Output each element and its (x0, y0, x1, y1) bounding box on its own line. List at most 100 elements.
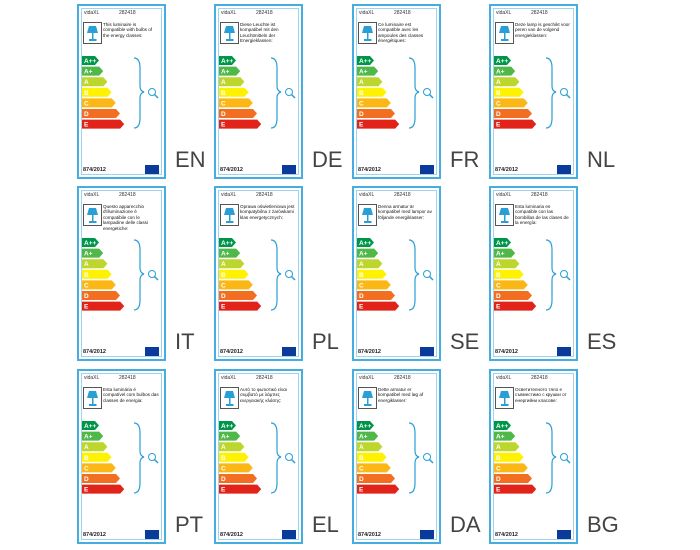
lamp-icon (358, 387, 377, 409)
lamp-icon (358, 22, 377, 44)
compatibility-text: This luminaire is compatible with bulbs … (103, 22, 153, 38)
brace (545, 422, 557, 494)
product-code: 282418 (119, 375, 136, 381)
lamp-stem (504, 215, 506, 221)
brace (133, 239, 145, 311)
bulb (560, 270, 568, 278)
class-arrow (494, 269, 524, 279)
class-arrow (494, 474, 532, 483)
product-code: 282418 (394, 192, 411, 198)
class-arrow (494, 56, 511, 65)
class-arrow (219, 442, 245, 452)
eu-flag (145, 165, 159, 174)
class-arrow (357, 452, 387, 462)
class-arrow (494, 442, 520, 452)
class-label: A (359, 261, 364, 268)
class-label: C (221, 465, 226, 472)
lamp-stem (92, 215, 94, 221)
class-label: E (496, 304, 501, 311)
product-code: 282418 (531, 10, 548, 16)
class-arrow (219, 269, 249, 279)
compatibility-text: Dette armatur er kompatibel med løg af e… (378, 387, 424, 403)
lamp-shade (224, 208, 235, 215)
compatibility-text: Αυτό το φωτιστικό είναι συμβατό με λάμπε… (240, 387, 287, 403)
lamp-base (89, 221, 97, 223)
class-label: B (221, 90, 226, 97)
regulation: 874/2012 (83, 349, 106, 355)
language-code: NL (587, 147, 616, 172)
class-arrow (494, 238, 511, 247)
class-arrow (357, 421, 374, 430)
brand: vidaXL (496, 192, 512, 198)
bulb-base (428, 275, 434, 281)
class-label: E (359, 122, 364, 129)
class-arrow (219, 56, 236, 65)
brand: vidaXL (359, 375, 375, 381)
lamp-graphic (87, 26, 98, 41)
class-arrow (219, 66, 241, 76)
compatibility-text: Esta luminária é compatível com bulbos d… (103, 387, 159, 403)
lamp-icon (358, 204, 377, 226)
class-label: B (359, 272, 364, 279)
lamp-stem (367, 215, 369, 221)
class-arrow (357, 98, 391, 108)
bulb-base (290, 458, 296, 464)
bulb (560, 453, 568, 461)
eu-flag (282, 347, 296, 356)
class-arrow (219, 238, 236, 247)
bulb-base (153, 458, 159, 464)
class-arrow (494, 421, 511, 430)
compatibility-text: Deze lamp is geschikt voor peren van de … (515, 22, 570, 38)
lamp-stem (229, 398, 231, 404)
class-arrow (357, 119, 400, 129)
regulation: 874/2012 (220, 532, 243, 538)
energy-label: vidaXL 282418 Questo apparecchio d'illumin… (77, 186, 166, 361)
eu-flag (557, 165, 571, 174)
class-arrow (494, 87, 524, 97)
product-code: 282418 (256, 192, 273, 198)
class-arrow (494, 66, 516, 76)
lamp-stem (229, 215, 231, 221)
class-label: A++ (496, 240, 508, 247)
language-code: FR (450, 147, 480, 172)
class-label: A (84, 261, 89, 268)
regulation: 874/2012 (83, 167, 106, 173)
class-arrow (219, 463, 253, 473)
class-label: A++ (221, 58, 233, 65)
lamp-shade (499, 26, 510, 33)
label-frame (81, 373, 162, 540)
energy-label: vidaXL 282418 Dette armatur er kompatibel … (352, 369, 441, 544)
brace (270, 57, 282, 129)
class-label: E (221, 487, 226, 494)
class-label: D (496, 293, 501, 300)
class-arrow (357, 474, 395, 483)
lamp-shade (87, 391, 98, 398)
class-label: A++ (84, 58, 96, 65)
energy-label: vidaXL 282418 This luminaire is compatible… (77, 4, 166, 179)
lamp-base (501, 39, 509, 41)
lamp-graphic (224, 26, 235, 41)
brace (408, 57, 420, 129)
compatibility-text: Осветителното тяло е съвместимо с крушки… (515, 387, 567, 403)
label-frame (356, 373, 437, 540)
lamp-shade (224, 26, 235, 33)
language-code: EN (175, 147, 206, 172)
language-code: DE (312, 147, 343, 172)
class-label: D (496, 111, 501, 118)
language-code: ES (587, 329, 617, 354)
class-arrow (357, 280, 391, 290)
bulb (285, 88, 293, 96)
class-label: A+ (496, 434, 505, 441)
class-arrow (494, 452, 524, 462)
class-arrow (219, 280, 253, 290)
class-label: D (221, 111, 226, 118)
bulb-base (565, 93, 571, 99)
class-label: A++ (84, 423, 96, 430)
compatibility-text: Esta luminaria es compatible con las bom… (515, 204, 569, 226)
class-label: E (84, 304, 89, 311)
class-label: B (359, 455, 364, 462)
lamp-graphic (499, 26, 510, 41)
